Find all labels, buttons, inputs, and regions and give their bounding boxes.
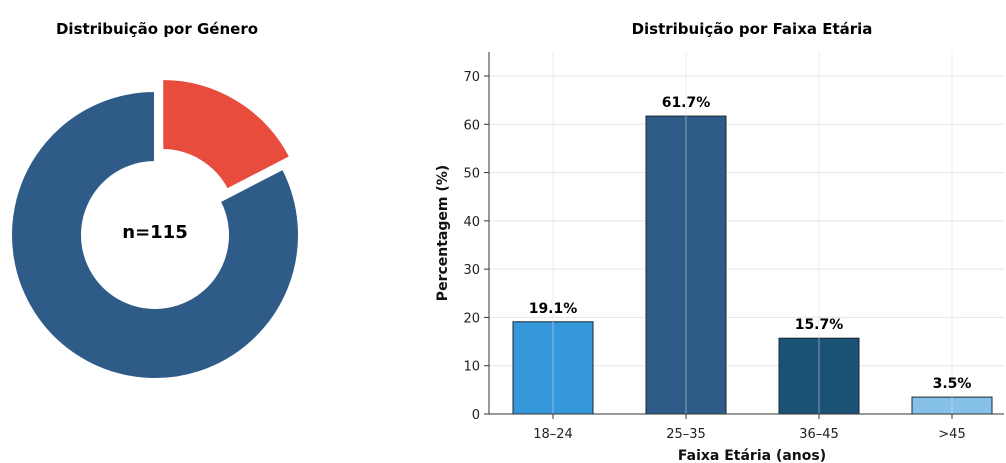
bar-value-label: 61.7% bbox=[662, 95, 711, 111]
donut-center-label: n=115 bbox=[122, 222, 187, 243]
x-tick-label: 36–45 bbox=[799, 427, 839, 442]
bar-series bbox=[512, 115, 993, 415]
donut-slices bbox=[10, 78, 300, 380]
y-axis-ticks: 0 10 20 30 40 50 60 70 bbox=[463, 70, 489, 423]
y-tick-label: 0 bbox=[472, 408, 480, 423]
x-tick-label: 18–24 bbox=[533, 427, 573, 442]
y-tick-label: 60 bbox=[463, 118, 480, 133]
x-tick-label: >45 bbox=[938, 427, 965, 442]
x-axis-ticks: 18–24 25–35 36–45 >45 bbox=[533, 414, 966, 442]
x-tick-label: 25–35 bbox=[666, 427, 706, 442]
bar-data-labels: 19.1% 61.7% 15.7% 3.5% bbox=[529, 95, 972, 392]
y-tick-label: 30 bbox=[463, 263, 480, 278]
y-axis-label: Percentagem (%) bbox=[435, 165, 451, 301]
x-axis-label: Faixa Etária (anos) bbox=[678, 448, 826, 463]
bar-vertical-grid bbox=[552, 52, 953, 414]
donut-title: Distribuição por Género bbox=[56, 20, 258, 38]
donut-slice-0 bbox=[10, 89, 300, 380]
gender-donut-chart: Distribuição por Género n=115 bbox=[10, 20, 300, 380]
y-tick-label: 50 bbox=[463, 167, 480, 182]
bar-value-label: 19.1% bbox=[529, 301, 578, 317]
bar-value-label: 3.5% bbox=[933, 376, 972, 392]
bar-title: Distribuição por Faixa Etária bbox=[632, 20, 873, 38]
age-bar-chart: Distribuição por Faixa Etária 0 10 20 30 40 5… bbox=[435, 20, 1004, 463]
y-tick-label: 70 bbox=[463, 70, 480, 85]
donut-slice-1 bbox=[161, 78, 292, 191]
y-tick-label: 20 bbox=[463, 311, 480, 326]
y-tick-label: 40 bbox=[463, 215, 480, 230]
bar-value-label: 15.7% bbox=[795, 317, 844, 333]
y-tick-label: 10 bbox=[463, 360, 480, 375]
